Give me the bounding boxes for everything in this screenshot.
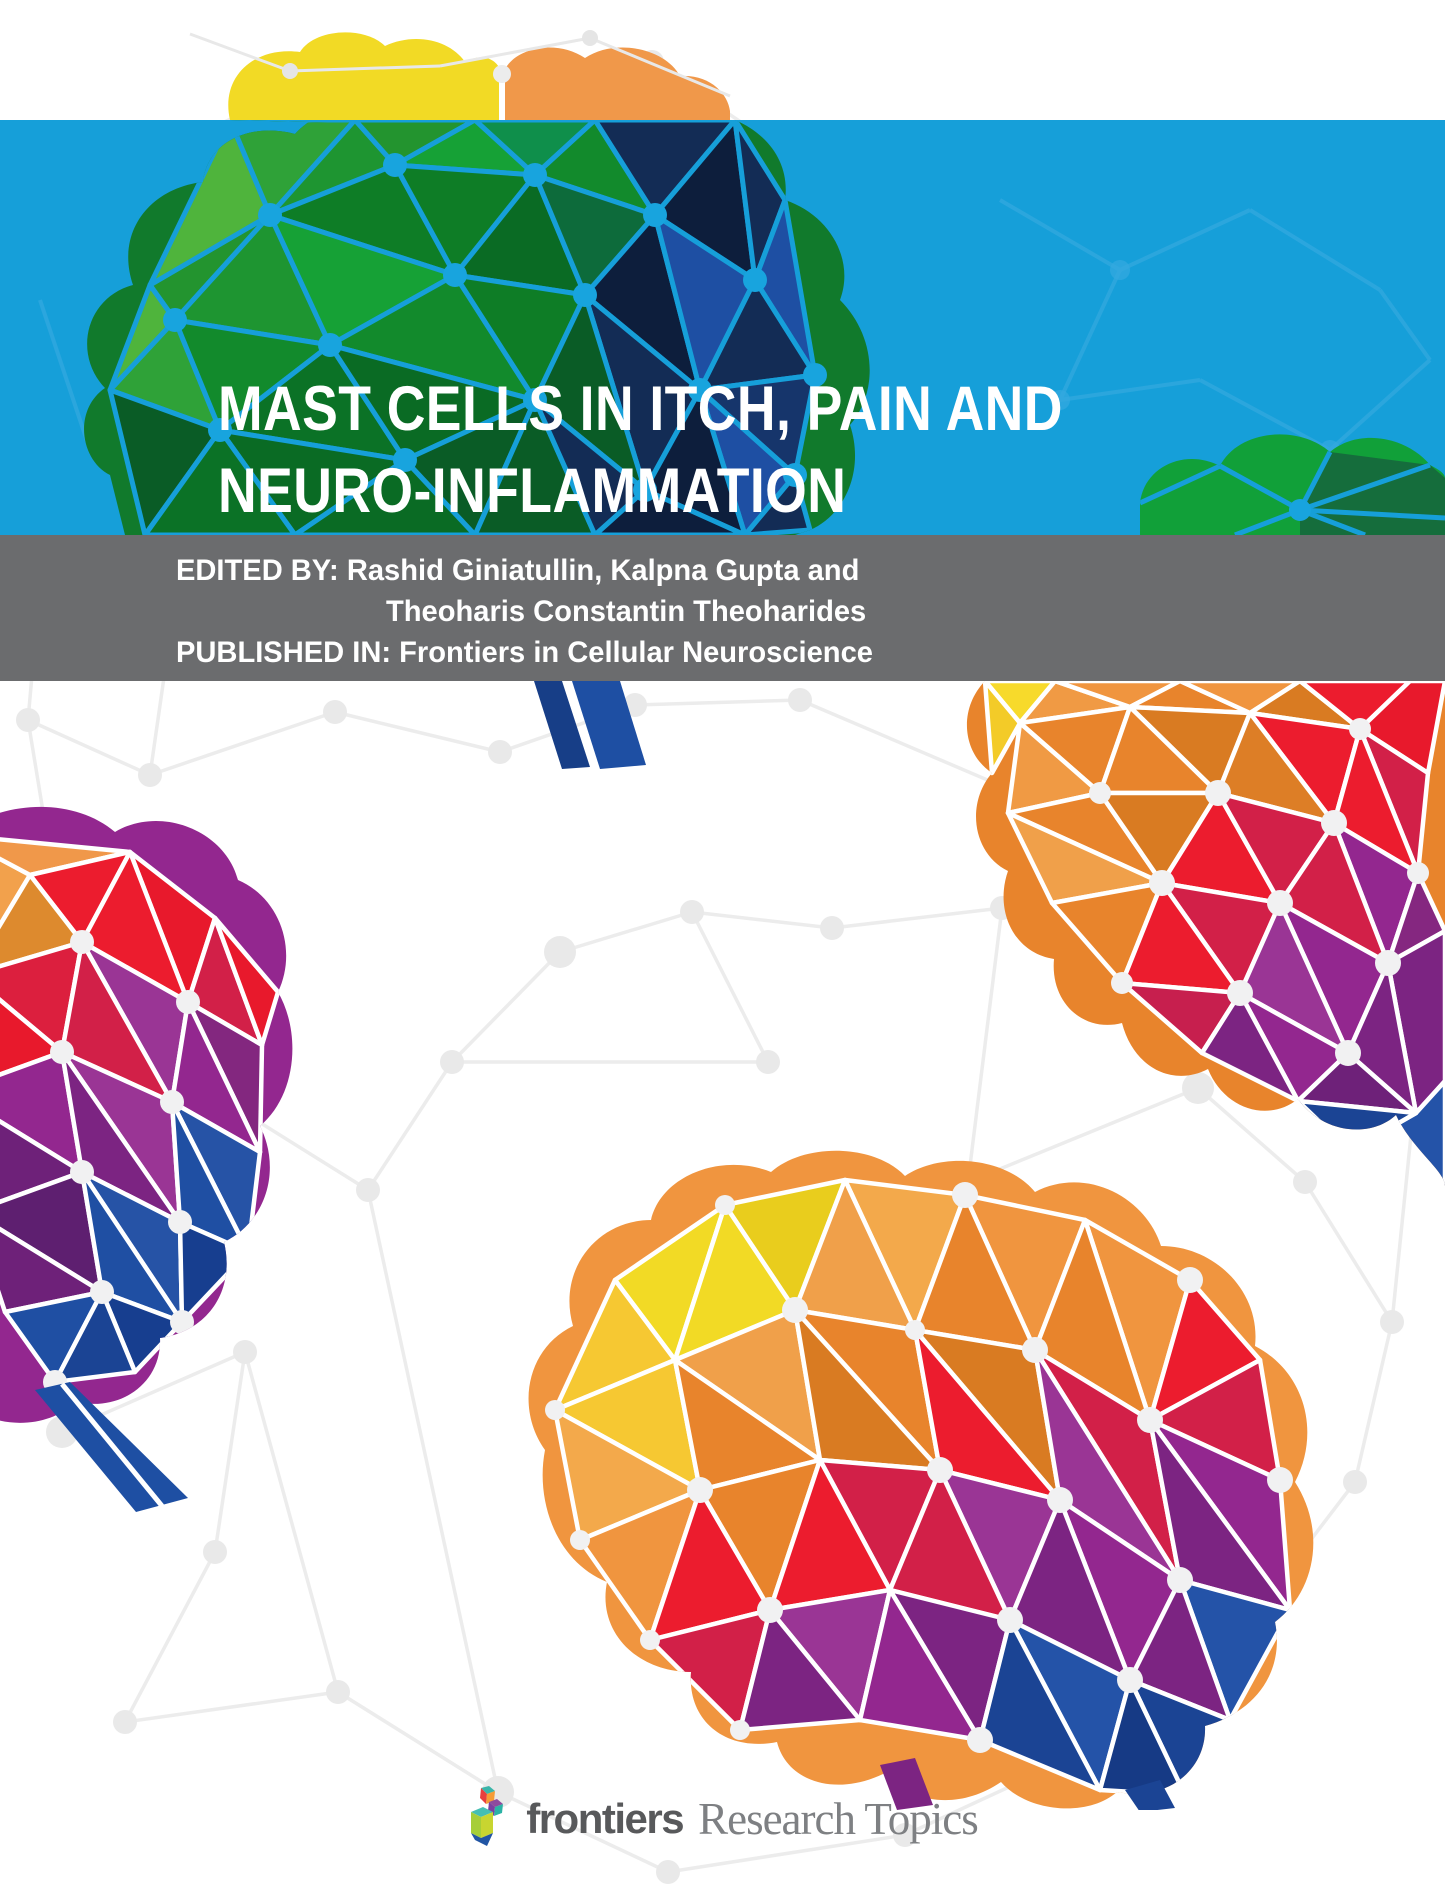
brand-name: frontiers [526,1795,684,1842]
left-brain-illustration [0,806,293,1512]
top-right-brain-illustration [966,681,1445,1186]
central-brain-illustration [528,1150,1314,1810]
band-brain-stem [534,681,646,769]
published-in-line: PUBLISHED IN: Frontiers in Cellular Neur… [176,636,873,669]
editor-second-line: Theoharis Constantin Theoharides [386,595,867,628]
frontiers-cubes-logo-icon [471,1786,504,1846]
series-name: Research Topics [698,1794,979,1844]
central-brain-stem [880,1758,933,1810]
credits-band: EDITED BY: Rashid Giniatullin, Kalpna Gu… [0,535,1445,681]
band-brain-top-lobes [189,30,731,120]
title-band: MAST CELLS IN ITCH, PAIN AND NEURO-INFLA… [0,120,1445,535]
title-line-1: MAST CELLS IN ITCH, PAIN AND [218,374,1063,444]
page-title: MAST CELLS IN ITCH, PAIN AND NEURO-INFLA… [218,368,1212,532]
band-right-green-brain [1140,434,1445,535]
title-line-2: NEURO-INFLAMMATION [218,456,847,526]
edited-by-line: EDITED BY: Rashid Giniatullin, Kalpna Gu… [176,554,860,587]
band-brain-illustration [84,120,870,535]
publisher-logo: frontiers Research Topics [0,1786,1445,1850]
